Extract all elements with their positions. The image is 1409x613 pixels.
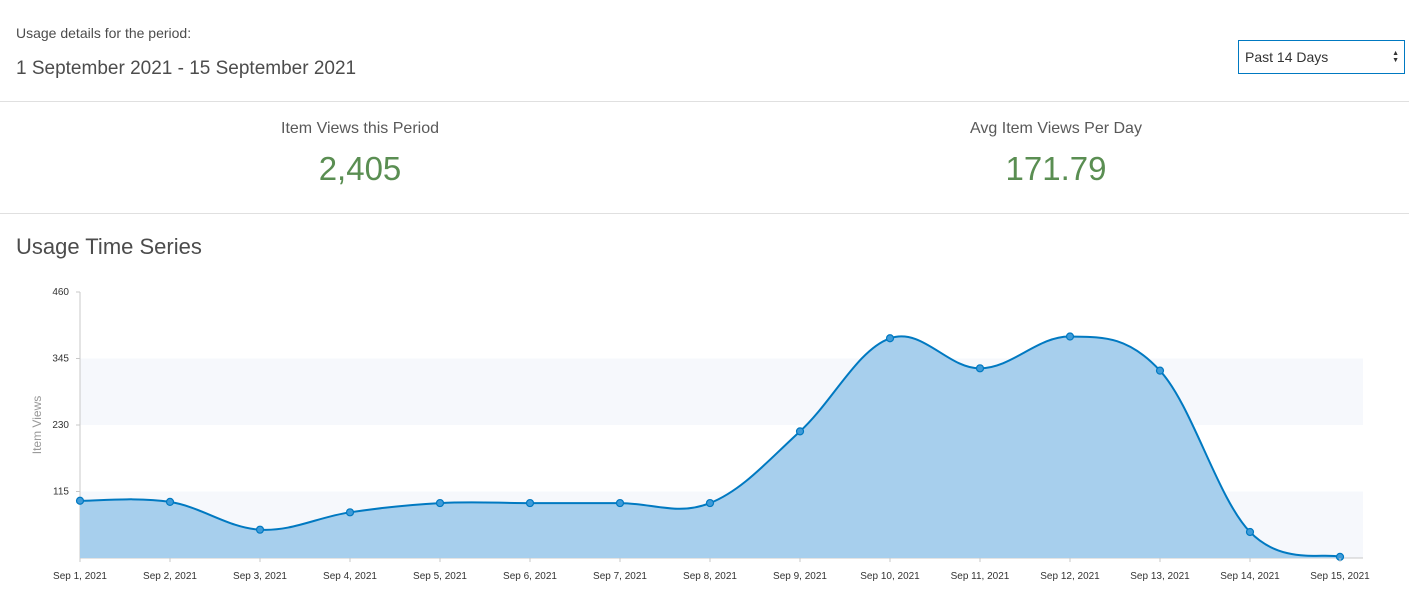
data-point <box>975 364 985 373</box>
data-point <box>615 498 625 508</box>
y-tick-label: 230 <box>52 420 69 431</box>
x-tick-label: Sep 8, 2021 <box>683 571 737 582</box>
divider-top <box>0 101 1409 102</box>
stat-avg-views-label: Avg Item Views Per Day <box>970 120 1142 137</box>
stat-item-views-label: Item Views this Period <box>281 120 439 137</box>
x-tick-label: Sep 9, 2021 <box>773 571 827 582</box>
area-fill <box>80 336 1340 558</box>
data-point <box>1155 366 1165 375</box>
x-tick-label: Sep 3, 2021 <box>233 571 287 582</box>
data-point <box>885 334 895 343</box>
data-point <box>255 525 265 534</box>
data-point <box>795 427 805 436</box>
x-tick-label: Sep 11, 2021 <box>951 571 1010 582</box>
data-point <box>1245 527 1255 537</box>
data-point <box>525 498 535 508</box>
period-select[interactable]: Past 14 Days ▲ ▼ <box>1238 40 1405 74</box>
data-point <box>165 497 175 507</box>
x-tick-label: Sep 5, 2021 <box>413 571 467 582</box>
x-tick-label: Sep 7, 2021 <box>593 571 647 582</box>
data-point <box>75 496 85 505</box>
stat-item-views: Item Views this Period 2,405 <box>160 120 560 188</box>
stat-avg-views-value: 171.79 <box>1005 150 1107 187</box>
stat-item-views-value: 2,405 <box>318 150 402 187</box>
x-tick-label: Sep 4, 2021 <box>323 571 377 582</box>
y-tick-label: 460 <box>52 287 69 298</box>
x-tick-label: Sep 14, 2021 <box>1220 571 1280 582</box>
divider-bottom <box>0 213 1409 214</box>
period-label: Usage details for the period: <box>16 25 192 41</box>
data-point <box>435 498 445 508</box>
x-tick-label: Sep 15, 2021 <box>1310 571 1370 582</box>
data-point <box>345 508 355 517</box>
section-title: Usage Time Series <box>16 234 202 259</box>
select-arrows-icon: ▲ ▼ <box>1392 50 1399 64</box>
data-point <box>705 498 715 508</box>
stat-avg-views: Avg Item Views Per Day 171.79 <box>856 120 1256 188</box>
x-tick-label: Sep 2, 2021 <box>143 571 197 582</box>
x-tick-label: Sep 13, 2021 <box>1130 571 1190 582</box>
x-tick-label: Sep 10, 2021 <box>860 571 920 582</box>
x-tick-label: Sep 12, 2021 <box>1040 571 1100 582</box>
period-select-value: Past 14 Days <box>1245 49 1329 65</box>
y-axis-title: Item Views <box>30 396 44 454</box>
y-tick-label: 115 <box>53 487 69 498</box>
period-range: 1 September 2021 - 15 September 2021 <box>16 58 357 79</box>
x-tick-label: Sep 6, 2021 <box>503 571 557 582</box>
y-tick-label: 345 <box>52 354 69 365</box>
x-tick-label: Sep 1, 2021 <box>53 571 107 582</box>
data-point <box>1065 332 1075 341</box>
